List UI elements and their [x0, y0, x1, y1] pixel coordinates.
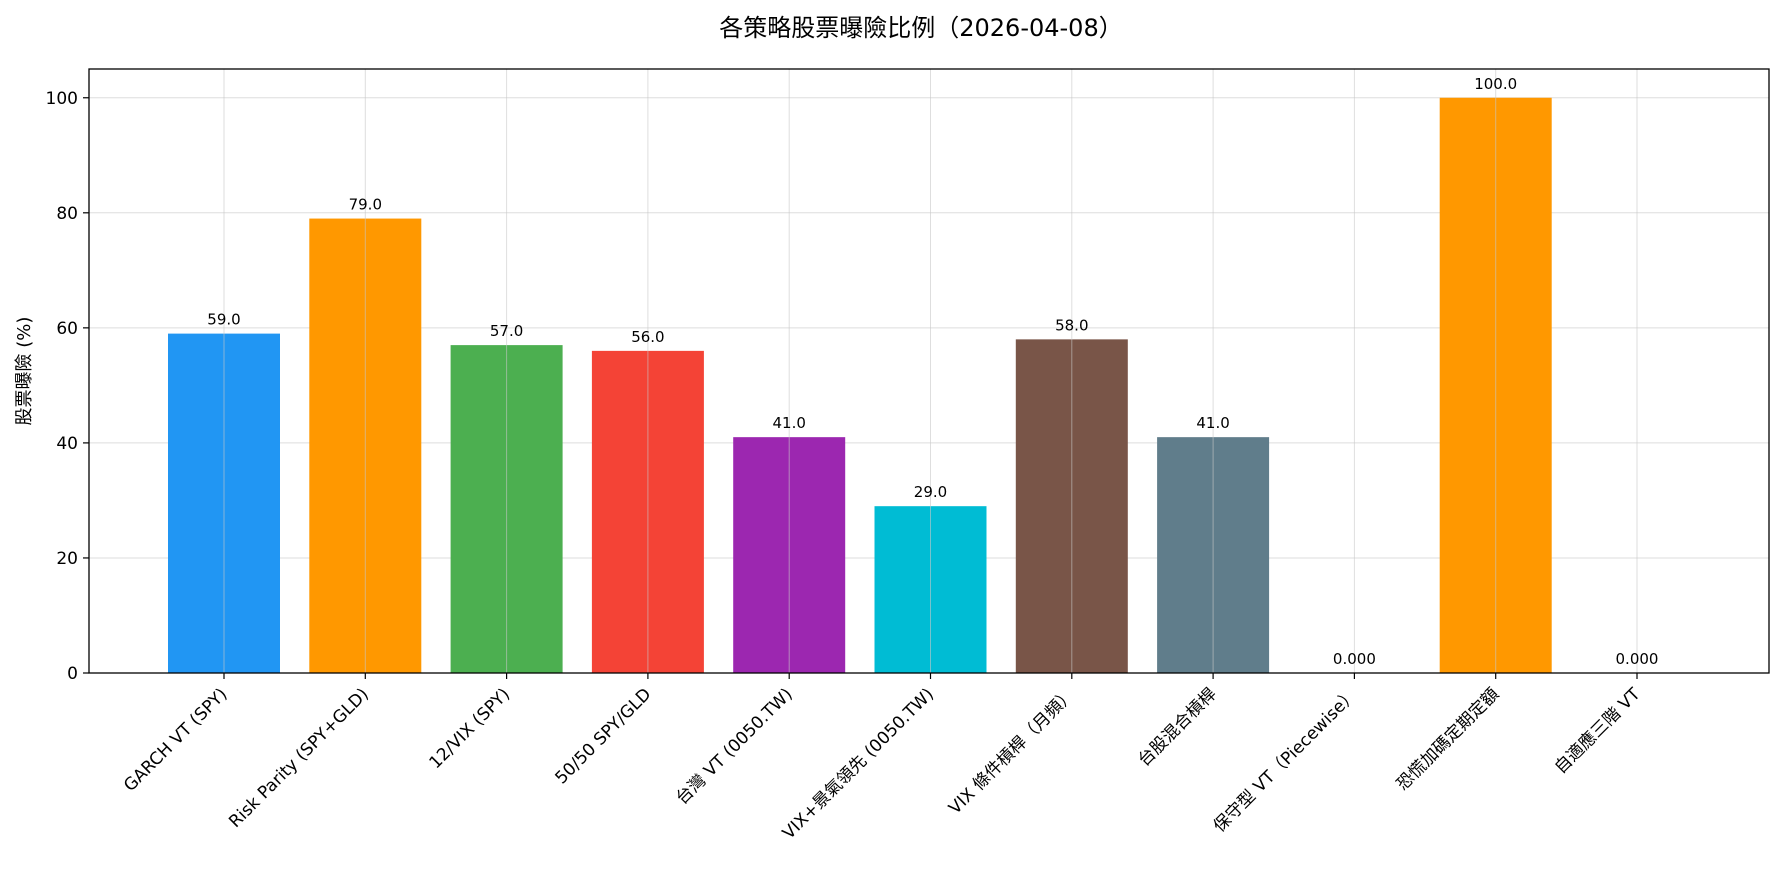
data-label: 0.000 — [1616, 650, 1659, 668]
data-label: 57.0 — [490, 322, 523, 340]
data-label: 79.0 — [349, 196, 382, 214]
vertical-grid-lines — [223, 69, 1638, 673]
x-tick-label: 台股混合槓桿 — [1134, 684, 1220, 770]
x-tick-label: 自適應三階 VT — [1550, 683, 1645, 778]
data-label: 56.0 — [631, 328, 664, 346]
data-label: 100.0 — [1474, 75, 1517, 93]
y-tick-label: 40 — [56, 434, 78, 454]
y-tick-label: 0 — [67, 664, 78, 684]
y-tick-label: 100 — [46, 89, 78, 109]
data-label: 41.0 — [1196, 414, 1229, 432]
axis-ticks: 0 20 40 60 80 100 GARCH VT (SPY)Risk Parity (S… — [46, 89, 1645, 844]
data-labels: 59.0 79.0 57.0 56.0 41.0 29.0 58.0 41.0 0.000 100… — [207, 75, 1658, 668]
y-axis-label: 股票曝險 (%) — [14, 317, 35, 426]
x-tick-label: GARCH VT (SPY) — [120, 684, 231, 795]
data-label: 41.0 — [772, 414, 805, 432]
x-tick-label: Risk Parity (SPY+GLD) — [225, 684, 373, 832]
plot-frame — [88, 68, 1770, 674]
data-label: 29.0 — [914, 483, 947, 501]
data-label: 59.0 — [207, 311, 240, 329]
y-tick-label: 80 — [56, 204, 78, 224]
y-tick-label: 20 — [56, 549, 78, 569]
y-tick-label: 60 — [56, 319, 78, 339]
x-tick-label: VIX+景氣領先 (0050.TW) — [779, 684, 938, 843]
data-label: 0.000 — [1333, 650, 1376, 668]
x-tick-label: 50/50 SPY/GLD — [552, 684, 656, 788]
x-tick-label: VIX 條件槓桿（月頻） — [945, 684, 1079, 818]
chart-title: 各策略股票曝險比例（2026-04-08） — [719, 14, 1122, 42]
x-tick-label: 12/VIX (SPY) — [425, 684, 514, 773]
x-tick-label: 恐慌加碼定期定額 — [1393, 684, 1503, 794]
x-tick-label: 台灣 VT (0050.TW) — [672, 684, 796, 808]
data-label: 58.0 — [1055, 316, 1088, 334]
x-tick-label: 保守型 VT（Piecewise） — [1210, 684, 1362, 836]
